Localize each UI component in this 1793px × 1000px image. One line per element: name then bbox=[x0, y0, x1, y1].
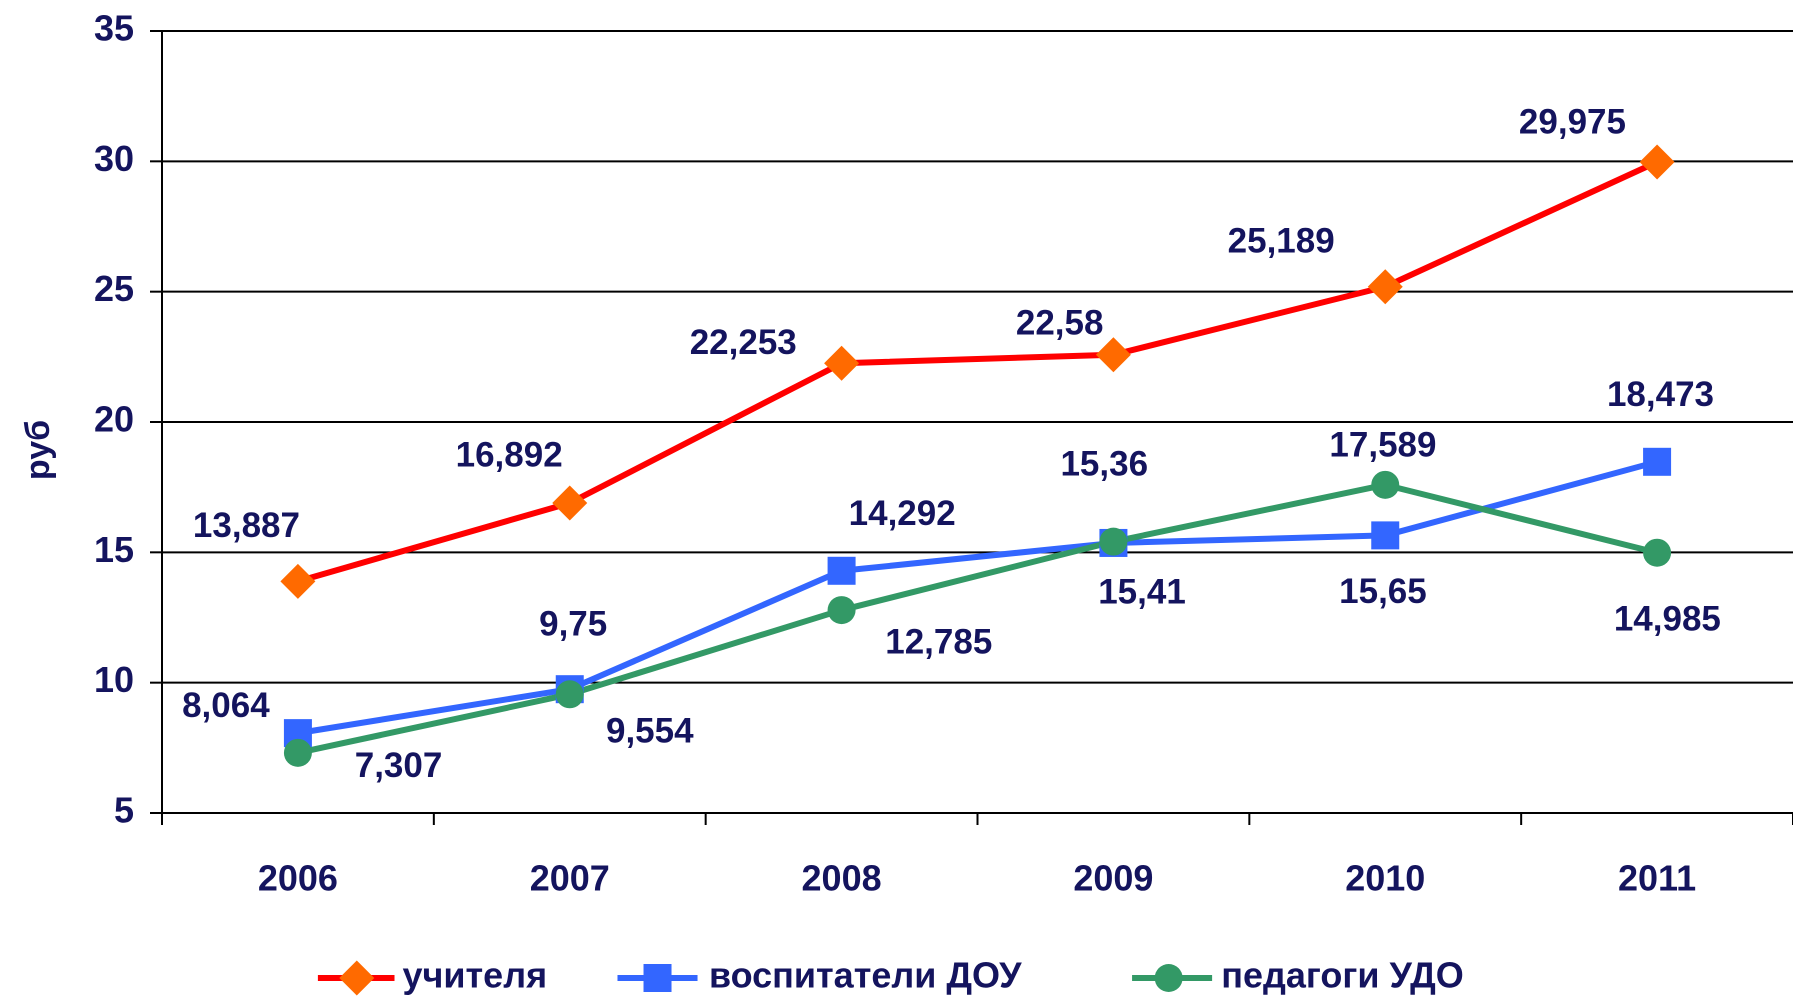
data-label: 8,064 bbox=[182, 686, 270, 725]
marker bbox=[552, 485, 588, 521]
marker bbox=[1367, 269, 1403, 305]
marker bbox=[1099, 527, 1128, 556]
x-tick-label: 2011 bbox=[1618, 858, 1696, 899]
y-tick-label: 25 bbox=[94, 268, 134, 309]
y-tick-label: 20 bbox=[94, 399, 134, 440]
marker bbox=[1154, 964, 1183, 992]
data-label: 14,292 bbox=[849, 494, 956, 533]
marker bbox=[283, 738, 312, 767]
marker bbox=[1643, 447, 1672, 476]
data-label: 12,785 bbox=[885, 623, 992, 662]
data-label: 22,58 bbox=[1016, 303, 1104, 342]
x-tick-label: 2009 bbox=[1073, 858, 1153, 899]
y-tick-label: 15 bbox=[94, 529, 134, 570]
x-tick-label: 2007 bbox=[530, 858, 610, 899]
marker bbox=[280, 563, 316, 599]
y-tick-label: 5 bbox=[114, 790, 134, 831]
data-label: 9,554 bbox=[606, 711, 694, 750]
x-tick-label: 2008 bbox=[802, 858, 882, 899]
marker bbox=[1371, 521, 1400, 550]
legend-label: педагоги УДО bbox=[1221, 955, 1464, 996]
data-label: 22,253 bbox=[690, 323, 797, 362]
marker bbox=[1371, 470, 1400, 499]
marker bbox=[555, 680, 584, 709]
series-line bbox=[297, 458, 1658, 737]
series-line bbox=[297, 159, 1659, 585]
marker bbox=[827, 556, 856, 585]
data-label: 29,975 bbox=[1519, 102, 1626, 141]
x-tick-label: 2006 bbox=[258, 858, 338, 899]
marker bbox=[643, 964, 672, 992]
legend-label: учителя bbox=[403, 955, 548, 996]
data-label: 13,887 bbox=[193, 506, 300, 545]
marker bbox=[827, 596, 856, 625]
marker bbox=[339, 960, 375, 996]
y-tick-label: 35 bbox=[94, 8, 134, 49]
marker bbox=[1639, 144, 1675, 180]
data-label: 16,892 bbox=[456, 436, 563, 475]
data-label: 15,36 bbox=[1060, 445, 1148, 484]
y-tick-label: 10 bbox=[94, 659, 134, 700]
data-label: 17,589 bbox=[1329, 425, 1436, 464]
data-label: 25,189 bbox=[1228, 222, 1335, 261]
marker bbox=[1643, 538, 1672, 567]
y-tick-label: 30 bbox=[94, 138, 134, 179]
data-label: 14,985 bbox=[1614, 600, 1721, 639]
y-axis-label: руб bbox=[19, 420, 57, 480]
data-label: 15,65 bbox=[1339, 572, 1427, 611]
x-tick-label: 2010 bbox=[1345, 858, 1425, 899]
data-label: 9,75 bbox=[539, 605, 607, 644]
data-label: 7,307 bbox=[355, 746, 443, 785]
data-label: 18,473 bbox=[1607, 375, 1714, 414]
legend-label: воспитатели ДОУ bbox=[709, 955, 1022, 996]
data-label: 15,41 bbox=[1098, 572, 1186, 611]
marker bbox=[1095, 337, 1131, 373]
marker bbox=[824, 345, 860, 381]
series-line bbox=[297, 481, 1658, 756]
